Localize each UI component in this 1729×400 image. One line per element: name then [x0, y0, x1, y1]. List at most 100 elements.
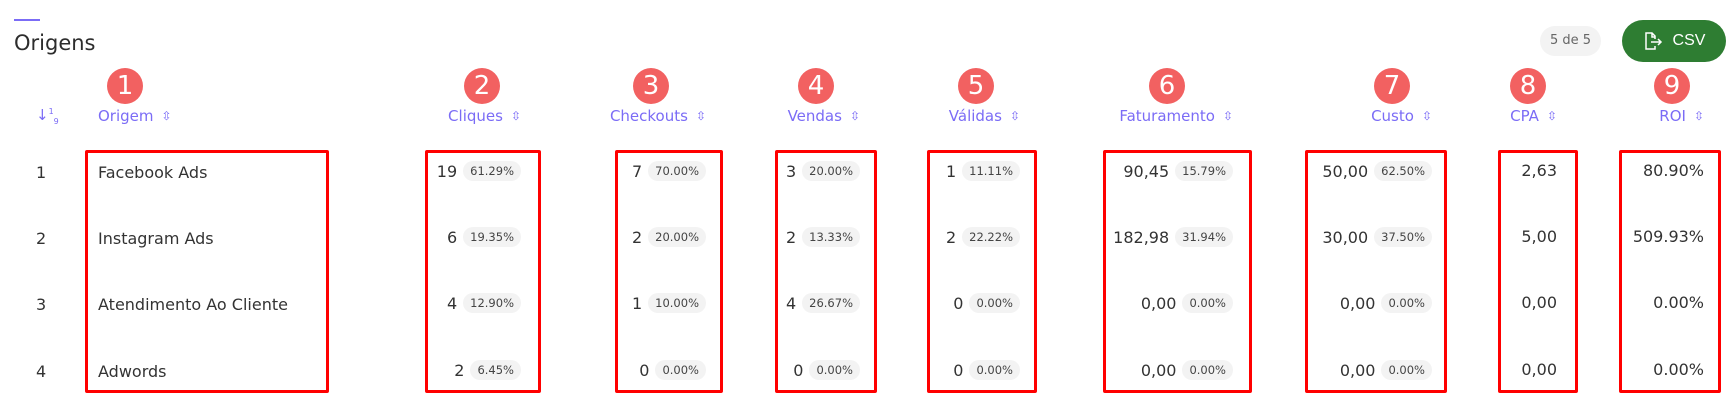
- sort-icon: ⇳: [1009, 109, 1020, 123]
- percentage-badge: 19.35%: [463, 227, 521, 247]
- origem-cell: Atendimento Ao Cliente: [98, 295, 288, 314]
- cpa-cell: 0,00: [1521, 360, 1557, 379]
- custo-cell: 0,00 0.00%: [1340, 360, 1432, 380]
- checkouts-cell: 7 70.00%: [632, 161, 706, 181]
- highlight-box-roi: [1619, 150, 1721, 393]
- vendas-cell: 3 20.00%: [786, 161, 860, 181]
- highlight-box-faturamento: [1103, 150, 1252, 393]
- column-header-label: Vendas: [787, 107, 842, 125]
- percentage-badge: 0.00%: [1381, 360, 1432, 380]
- percentage-badge: 0.00%: [1182, 360, 1233, 380]
- cell-value: 6: [446, 227, 458, 247]
- cell-value: 4: [446, 293, 458, 313]
- percentage-badge: 6.45%: [470, 360, 521, 380]
- vendas-cell: 4 26.67%: [786, 293, 860, 313]
- percentage-badge: 13.33%: [802, 227, 860, 247]
- column-header-vendas[interactable]: Vendas ⇳: [788, 107, 860, 125]
- marker-6: 6: [1149, 68, 1185, 104]
- validas-cell: 1 11.11%: [946, 161, 1020, 181]
- row-number: 4: [36, 362, 47, 381]
- roi-cell: 80.90%: [1643, 161, 1704, 180]
- validas-cell: 2 22.22%: [946, 227, 1020, 247]
- cell-value: 0,00: [1521, 360, 1557, 379]
- cell-value: 3: [785, 161, 797, 181]
- column-header-label: Custo: [1371, 107, 1414, 125]
- cell-value: 0,00: [1339, 360, 1376, 380]
- column-header-origem[interactable]: Origem ⇳: [98, 107, 172, 125]
- cpa-cell: 5,00: [1521, 227, 1557, 246]
- custo-cell: 0,00 0.00%: [1340, 293, 1432, 313]
- cliques-cell: 19 61.29%: [437, 161, 521, 181]
- column-header-checkouts[interactable]: Checkouts ⇳: [610, 107, 706, 125]
- cpa-cell: 2,63: [1521, 161, 1557, 180]
- column-header-custo[interactable]: Custo ⇳: [1371, 107, 1432, 125]
- percentage-badge: 15.79%: [1175, 161, 1233, 181]
- percentage-badge: 61.29%: [463, 161, 521, 181]
- sort-icon: ⇳: [161, 109, 172, 123]
- vendas-cell: 0 0.00%: [793, 360, 860, 380]
- cliques-cell: 4 12.90%: [447, 293, 521, 313]
- file-export-icon: [1644, 32, 1662, 50]
- checkouts-cell: 1 10.00%: [632, 293, 706, 313]
- marker-9: 9: [1654, 68, 1690, 104]
- record-count-badge: 5 de 5: [1540, 26, 1602, 56]
- column-header-label: Válidas: [948, 107, 1002, 125]
- faturamento-cell: 90,45 15.79%: [1123, 161, 1233, 181]
- column-header-validas[interactable]: Válidas ⇳: [949, 107, 1020, 125]
- column-header-cliques[interactable]: Cliques ⇳: [448, 107, 521, 125]
- cell-value: 2: [631, 227, 643, 247]
- percentage-badge: 20.00%: [802, 161, 860, 181]
- vendas-cell: 2 13.33%: [786, 227, 860, 247]
- cell-value: 1: [631, 293, 643, 313]
- column-header-roi[interactable]: ROI ⇳: [1659, 107, 1704, 125]
- highlight-box-origem: [85, 150, 329, 393]
- sort-order-icon[interactable]: ↓19: [36, 106, 59, 126]
- export-csv-button[interactable]: CSV: [1622, 20, 1726, 62]
- title-accent-line: [14, 19, 40, 21]
- faturamento-cell: 182,98 31.94%: [1113, 227, 1233, 247]
- column-header-faturamento[interactable]: Faturamento ⇳: [1119, 107, 1233, 125]
- cell-value: 0,00: [1339, 293, 1376, 313]
- checkouts-cell: 0 0.00%: [639, 360, 706, 380]
- column-header-cpa[interactable]: CPA ⇳: [1510, 107, 1557, 125]
- cell-value: 2: [945, 227, 957, 247]
- cliques-cell: 2 6.45%: [454, 360, 521, 380]
- roi-cell: 0.00%: [1653, 360, 1704, 379]
- percentage-badge: 0.00%: [1182, 293, 1233, 313]
- highlight-box-checkouts: [615, 150, 723, 393]
- marker-1: 1: [107, 68, 143, 104]
- column-header-label: Cliques: [448, 107, 503, 125]
- highlight-box-cliques: [425, 150, 541, 393]
- origem-cell: Adwords: [98, 362, 167, 381]
- sort-icon: ⇳: [1222, 109, 1233, 123]
- roi-cell: 509.93%: [1633, 227, 1704, 246]
- percentage-badge: 26.67%: [802, 293, 860, 313]
- sort-icon: ⇳: [510, 109, 521, 123]
- column-header-label: ROI: [1659, 107, 1686, 125]
- cell-value: 2,63: [1521, 161, 1557, 180]
- cell-value: 0,00: [1521, 293, 1557, 312]
- percentage-badge: 0.00%: [969, 293, 1020, 313]
- cell-value: 0.00%: [1653, 293, 1704, 312]
- highlight-box-validas: [927, 150, 1037, 393]
- cell-value: 1: [945, 161, 957, 181]
- cell-value: 50,00: [1322, 161, 1369, 181]
- cell-value: 90,45: [1123, 161, 1170, 181]
- percentage-badge: 0.00%: [809, 360, 860, 380]
- row-number: 2: [36, 229, 47, 248]
- roi-cell: 0.00%: [1653, 293, 1704, 312]
- page-title: Origens: [14, 31, 96, 55]
- validas-cell: 0 0.00%: [953, 360, 1020, 380]
- cell-value: 509.93%: [1632, 227, 1704, 246]
- cell-value: 4: [785, 293, 797, 313]
- cell-value: 0,00: [1140, 360, 1177, 380]
- highlight-box-cpa: [1498, 150, 1578, 393]
- marker-2: 2: [464, 68, 500, 104]
- percentage-badge: 22.22%: [962, 227, 1020, 247]
- cell-value: 0.00%: [1653, 360, 1704, 379]
- percentage-badge: 0.00%: [655, 360, 706, 380]
- sort-icon: ⇳: [1546, 109, 1557, 123]
- origem-cell: Instagram Ads: [98, 229, 214, 248]
- cell-value: 30,00: [1322, 227, 1369, 247]
- sort-icon: ⇳: [695, 109, 706, 123]
